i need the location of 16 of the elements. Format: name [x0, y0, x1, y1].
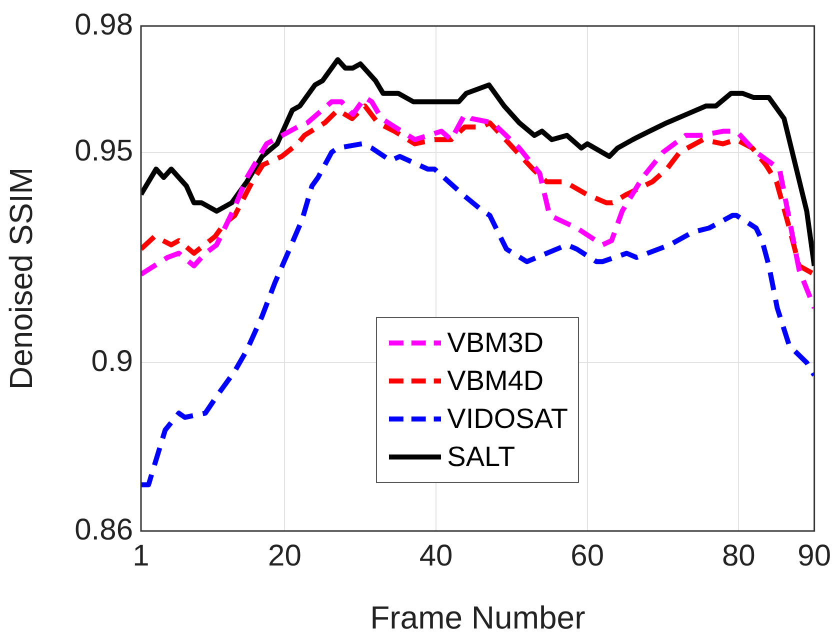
x-tick-label: 60 [570, 539, 604, 572]
legend-label: VIDOSAT [447, 402, 568, 436]
y-tick-label: 0.98 [74, 8, 133, 42]
y-tick-label: 0.95 [74, 134, 133, 168]
x-tick-label: 90 [798, 539, 832, 572]
y-tick-label: 0.86 [74, 513, 133, 546]
y-tick-label: 0.9 [91, 344, 133, 378]
x-tick-label: 40 [419, 539, 453, 572]
legend-label: VBM3D [447, 326, 544, 360]
x-axis-title: Frame Number [370, 600, 586, 636]
y-axis-title: Denoised SSIM [3, 167, 40, 390]
x-tick-label: 1 [132, 539, 150, 572]
legend-label: VBM4D [447, 364, 544, 398]
x-tick-label: 80 [722, 539, 756, 572]
x-tick-label: 20 [268, 539, 302, 572]
legend-label: SALT [447, 440, 516, 474]
